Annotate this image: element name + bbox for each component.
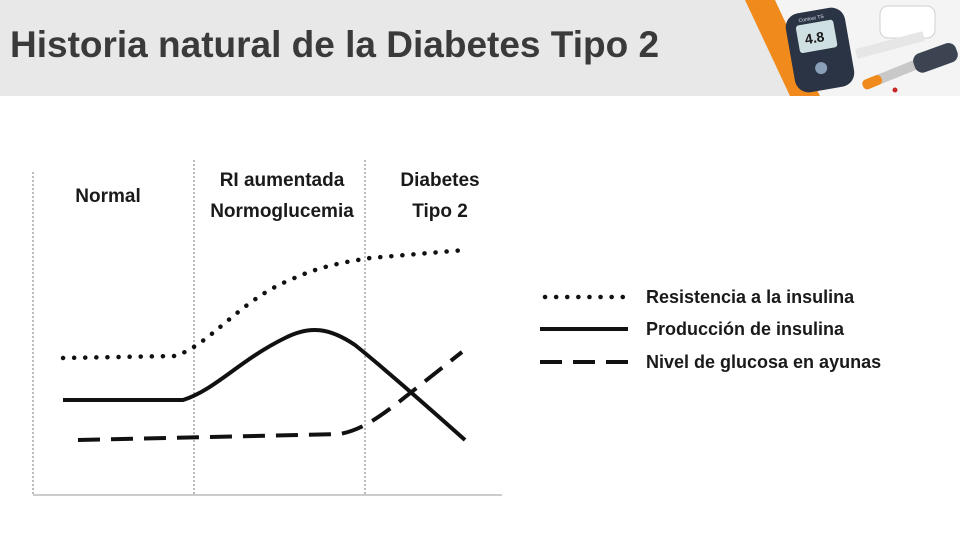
phase-label-normoglucemia: Normoglucemia (210, 201, 354, 222)
blood-drop (892, 87, 898, 93)
test-strip (855, 31, 925, 59)
diagram-legend: Resistencia a la insulina Producción de … (540, 287, 881, 372)
legend-label-resistance: Resistencia a la insulina (646, 287, 855, 307)
phase-label-diabetes: Diabetes (400, 170, 479, 191)
insulin-resistance-curve (60, 247, 468, 361)
diabetes-natural-history-diagram: Normal RI aumentada Normoglucemia Diabet… (32, 160, 881, 496)
phase-label-tipo-2: Tipo 2 (412, 201, 468, 222)
insulin-production-curve (63, 327, 467, 442)
fasting-glucose-curve (77, 350, 464, 442)
glucometer-reading: 4.8 (804, 28, 826, 47)
glucometer-device: 4.8 Contour TS (785, 7, 855, 93)
phase-label-normal: Normal (75, 186, 140, 207)
pill-bottle (879, 5, 936, 39)
glucometer-button (815, 62, 828, 75)
slide-header: Historia natural de la Diabetes Tipo 2 4… (0, 0, 960, 96)
glucometer-screen (795, 19, 838, 53)
phase-label-ri-aumentada: RI aumentada (220, 170, 345, 191)
legend-label-glucose: Nivel de glucosa en ayunas (646, 352, 881, 372)
glucometer-photo: 4.8 Contour TS (745, 0, 960, 96)
legend-label-production: Producción de insulina (646, 319, 845, 339)
slide-title: Historia natural de la Diabetes Tipo 2 (10, 24, 660, 65)
lancing-device (913, 42, 958, 73)
glucometer-brand: Contour TS (798, 14, 825, 24)
